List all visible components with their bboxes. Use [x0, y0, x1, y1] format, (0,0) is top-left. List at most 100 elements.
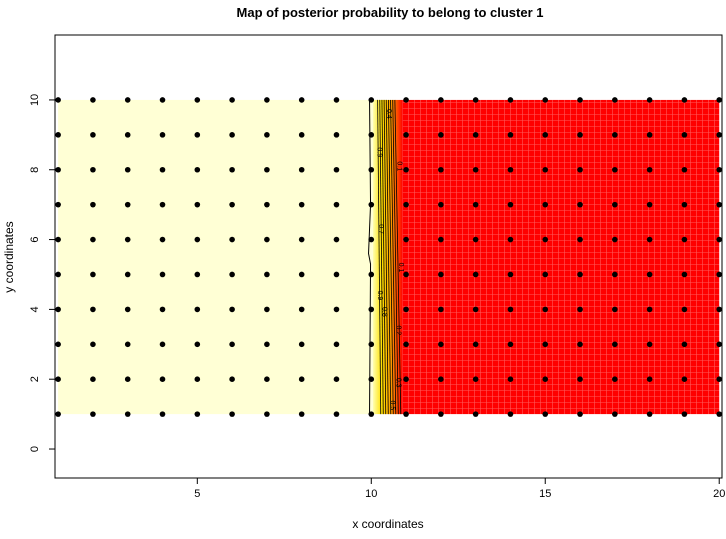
- data-point: [159, 236, 166, 243]
- data-point: [716, 201, 723, 208]
- data-point: [646, 411, 653, 417]
- contour-label: 0.2: [394, 325, 401, 335]
- data-point: [55, 271, 61, 278]
- contour-label: 0.1: [395, 161, 402, 171]
- data-point: [124, 271, 131, 278]
- data-point: [90, 97, 96, 103]
- data-point: [507, 376, 514, 383]
- contour-label: 0.5: [388, 401, 395, 411]
- data-point: [159, 411, 166, 417]
- data-point: [124, 306, 131, 313]
- data-point: [507, 201, 514, 208]
- y-tick-label: 2: [29, 376, 41, 382]
- data-point: [194, 132, 201, 138]
- data-point: [438, 271, 444, 278]
- data-point: [438, 201, 444, 208]
- data-point: [507, 411, 514, 417]
- data-point: [229, 166, 235, 173]
- y-tick-label: 10: [29, 94, 41, 106]
- data-point: [577, 271, 583, 278]
- data-point: [264, 236, 270, 243]
- data-point: [55, 306, 61, 313]
- data-point: [333, 411, 340, 417]
- data-point: [229, 132, 235, 138]
- data-point: [612, 376, 618, 383]
- data-point: [90, 271, 96, 278]
- data-point: [681, 376, 688, 383]
- data-point: [612, 201, 618, 208]
- data-point: [264, 306, 270, 313]
- data-point: [438, 236, 444, 243]
- data-point: [55, 97, 61, 103]
- data-point: [368, 97, 375, 103]
- data-point: [368, 306, 375, 313]
- data-point: [542, 132, 549, 138]
- data-point: [507, 271, 514, 278]
- data-point: [438, 411, 444, 417]
- data-point: [264, 97, 270, 103]
- data-point: [229, 236, 235, 243]
- data-point: [472, 132, 479, 138]
- contour-line-0.8: [379, 99, 384, 415]
- data-point: [90, 411, 96, 417]
- data-point: [612, 97, 618, 103]
- data-point: [159, 271, 166, 278]
- data-point: [438, 132, 444, 138]
- data-point: [194, 411, 201, 417]
- data-point: [124, 132, 131, 138]
- data-point: [646, 306, 653, 313]
- data-point: [681, 236, 688, 243]
- data-point: [403, 97, 409, 103]
- contour-label: 0.7: [377, 224, 384, 234]
- data-point: [124, 411, 131, 417]
- data-point: [542, 201, 549, 208]
- y-tick-label: 4: [29, 306, 41, 312]
- plot-frame: [54, 34, 723, 479]
- data-point: [194, 201, 201, 208]
- data-point: [472, 97, 479, 103]
- data-point: [542, 306, 549, 313]
- data-point: [368, 341, 375, 348]
- data-point: [716, 411, 723, 417]
- data-point: [472, 166, 479, 173]
- y-tick-label: 8: [29, 167, 41, 173]
- data-point: [229, 201, 235, 208]
- data-point: [298, 201, 305, 208]
- contour-label: 0.1: [397, 263, 404, 273]
- data-point: [90, 376, 96, 383]
- data-point: [716, 271, 723, 278]
- data-point: [681, 271, 688, 278]
- y-axis-label: y coordinates: [2, 221, 16, 292]
- data-point: [612, 411, 618, 417]
- data-point: [681, 97, 688, 103]
- data-point: [90, 132, 96, 138]
- data-point: [507, 236, 514, 243]
- contour-line-0.5: [385, 99, 392, 415]
- data-point: [298, 166, 305, 173]
- data-point: [577, 132, 583, 138]
- data-point: [612, 271, 618, 278]
- data-point: [55, 341, 61, 348]
- data-point: [681, 132, 688, 138]
- data-point: [542, 166, 549, 173]
- data-point: [124, 376, 131, 383]
- data-point: [542, 376, 549, 383]
- contour-label: 0.9: [376, 291, 383, 301]
- data-point: [577, 201, 583, 208]
- data-point: [507, 166, 514, 173]
- data-point: [612, 306, 618, 313]
- data-point: [229, 271, 235, 278]
- data-point: [507, 341, 514, 348]
- data-point: [472, 376, 479, 383]
- data-point: [438, 306, 444, 313]
- contour-line-0.9: [377, 99, 382, 415]
- data-point: [90, 166, 96, 173]
- data-point: [264, 166, 270, 173]
- data-point: [646, 236, 653, 243]
- data-point: [646, 341, 653, 348]
- x-tick-label: 5: [194, 488, 200, 500]
- data-point: [438, 376, 444, 383]
- data-point: [681, 411, 688, 417]
- data-point: [124, 236, 131, 243]
